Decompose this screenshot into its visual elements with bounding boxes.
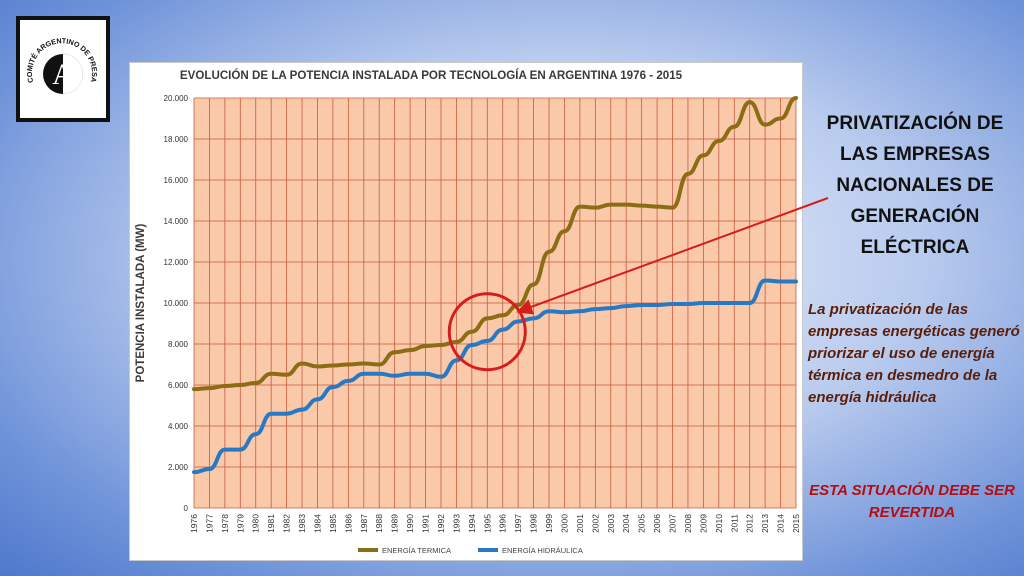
x-tick-label: 1992 bbox=[436, 514, 446, 533]
x-tick-label: 2000 bbox=[559, 514, 569, 533]
x-tick-label: 1994 bbox=[467, 514, 477, 533]
chart-title: EVOLUCIÓN DE LA POTENCIA INSTALADA POR T… bbox=[180, 69, 683, 82]
x-tick-label: 2003 bbox=[606, 514, 616, 533]
x-tick-label: 2010 bbox=[714, 514, 724, 533]
x-tick-label: 2015 bbox=[791, 514, 801, 533]
legend-item-thermal-label: ENERGÍA TERMICA bbox=[382, 546, 451, 555]
x-tick-label: 1976 bbox=[189, 514, 199, 533]
x-tick-label: 2011 bbox=[729, 514, 739, 533]
call-to-action: ESTA SITUACIÓN DEBE SER REVERTIDA bbox=[809, 482, 1015, 521]
x-tick-label: 2009 bbox=[698, 514, 708, 533]
x-tick-label: 2013 bbox=[760, 514, 770, 533]
x-tick-label: 1977 bbox=[204, 514, 214, 533]
x-tick-label: 1988 bbox=[374, 514, 384, 533]
x-tick-label: 2004 bbox=[621, 514, 631, 533]
y-tick-label: 12.000 bbox=[164, 258, 189, 267]
x-tick-label: 1990 bbox=[405, 514, 415, 533]
x-tick-label: 1987 bbox=[359, 514, 369, 533]
y-tick-label: 2.000 bbox=[168, 463, 189, 472]
y-tick-label: 4.000 bbox=[168, 422, 189, 431]
x-tick-label: 1998 bbox=[529, 514, 539, 533]
x-tick-label: 1993 bbox=[451, 514, 461, 533]
x-tick-label: 1983 bbox=[297, 514, 307, 533]
y-tick-label: 14.000 bbox=[164, 217, 189, 226]
x-tick-label: 2005 bbox=[637, 514, 647, 533]
x-tick-label: 1996 bbox=[498, 514, 508, 533]
x-tick-label: 2002 bbox=[590, 514, 600, 533]
x-tick-label: 2012 bbox=[745, 514, 755, 533]
x-tick-label: 2001 bbox=[575, 514, 585, 533]
y-tick-label: 20.000 bbox=[164, 94, 189, 103]
logo-monogram: A bbox=[52, 58, 74, 91]
x-tick-label: 1978 bbox=[220, 514, 230, 533]
y-tick-label: 18.000 bbox=[164, 135, 189, 144]
x-tick-label: 1999 bbox=[544, 514, 554, 533]
y-tick-label: 6.000 bbox=[168, 381, 189, 390]
y-axis-label: POTENCIA INSTALADA (MW) bbox=[135, 224, 147, 383]
x-tick-label: 1995 bbox=[482, 514, 492, 533]
logo: COMITÉ ARGENTINO DE PRESAS A bbox=[16, 16, 110, 122]
legend-item-hydro-label: ENERGÍA HIDRÁULICA bbox=[502, 546, 583, 555]
y-tick-label: 8.000 bbox=[168, 340, 189, 349]
x-tick-label: 1997 bbox=[513, 514, 523, 533]
x-tick-label: 1980 bbox=[251, 514, 261, 533]
x-tick-label: 1979 bbox=[235, 514, 245, 533]
x-tick-label: 1989 bbox=[390, 514, 400, 533]
chart-panel: EVOLUCIÓN DE LA POTENCIA INSTALADA POR T… bbox=[130, 63, 802, 560]
logo-emblem: COMITÉ ARGENTINO DE PRESAS A bbox=[20, 20, 99, 94]
y-tick-label: 16.000 bbox=[164, 176, 189, 185]
x-tick-label: 1984 bbox=[312, 514, 322, 533]
x-tick-label: 1982 bbox=[282, 514, 292, 533]
x-tick-label: 1981 bbox=[266, 514, 276, 533]
headline: PRIVATIZACIÓN DE LAS EMPRESAS NACIONALES… bbox=[826, 113, 1004, 258]
x-tick-label: 2007 bbox=[668, 514, 678, 533]
body-text: La privatización de las empresas energét… bbox=[808, 301, 1020, 406]
y-tick-label: 0 bbox=[184, 504, 189, 513]
y-tick-label: 10.000 bbox=[164, 299, 189, 308]
x-tick-label: 1986 bbox=[343, 514, 353, 533]
x-tick-label: 1985 bbox=[328, 514, 338, 533]
x-tick-label: 2014 bbox=[776, 514, 786, 533]
installed-capacity-chart: EVOLUCIÓN DE LA POTENCIA INSTALADA POR T… bbox=[135, 69, 801, 555]
x-tick-label: 2008 bbox=[683, 514, 693, 533]
x-tick-label: 1991 bbox=[421, 514, 431, 533]
x-tick-label: 2006 bbox=[652, 514, 662, 533]
